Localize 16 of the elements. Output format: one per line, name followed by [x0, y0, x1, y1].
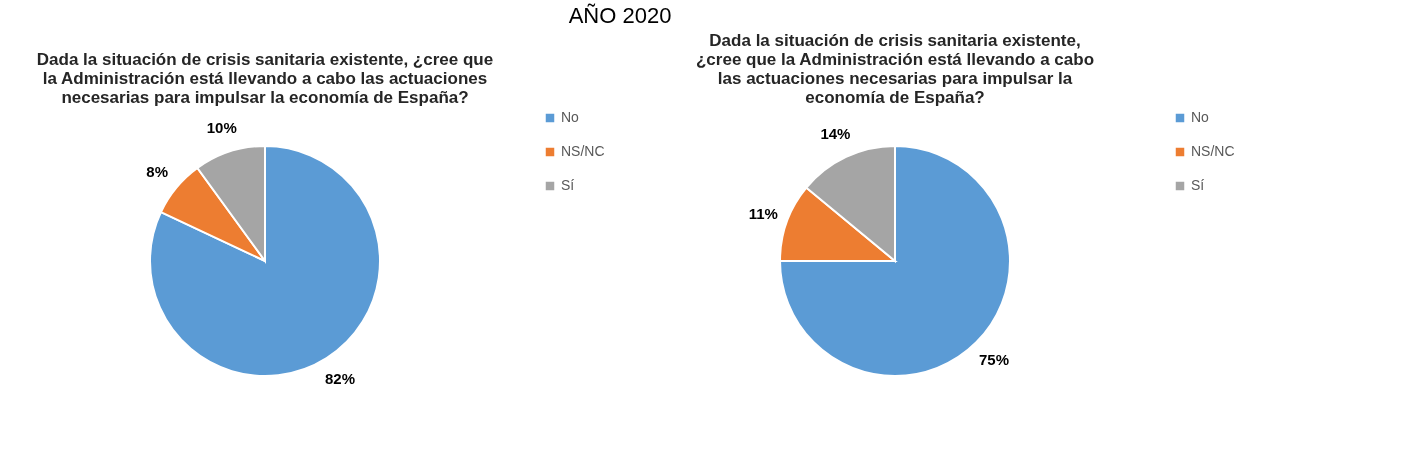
data-label: 75%	[978, 350, 1010, 368]
chart-title: Dada la situación de crisis sanitaria existente, ¿cree que la Administración está llevando a cabo las actuaciones necesarias para impulsar la economía de España?	[36, 50, 494, 107]
data-label: 8%	[146, 162, 168, 180]
data-label: 82%	[325, 370, 356, 388]
text: AÑO 2020	[568, 3, 672, 28]
data-label: 10%	[206, 118, 237, 136]
data-label: 14%	[820, 125, 851, 143]
legend-label: NS/NC	[1191, 143, 1235, 159]
pie-slice	[779, 145, 1011, 377]
legend-label: Sí	[561, 177, 575, 193]
legend-label: Sí	[1191, 177, 1205, 193]
legend-label: No	[561, 109, 580, 125]
chart-title: Dada la situación de crisis sanitaria existente, ¿cree que la Administración está llevando a cabo las actuaciones necesarias para impulsar la economía de España?	[695, 31, 1095, 107]
legend-label: No	[1191, 109, 1210, 125]
legend-label: NS/NC	[561, 143, 605, 159]
data-label: 11%	[748, 204, 778, 222]
